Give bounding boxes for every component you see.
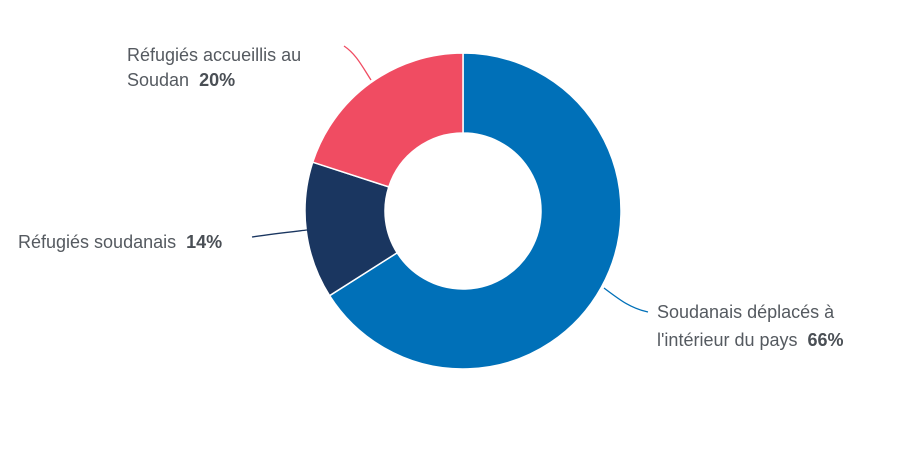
donut-slices (304, 52, 622, 370)
leader-lines (251, 45, 649, 313)
leader-line-1 (251, 229, 308, 238)
slice-label-0: Soudanais déplacés à l'intérieur du pays… (657, 302, 844, 350)
slice-label-2-line-2: Soudan (127, 70, 189, 90)
slice-label-1: Réfugiés soudanais 14% (18, 232, 222, 252)
slice-label-2-line-1: Réfugiés accueillis au (127, 45, 301, 65)
slice-label-2: Réfugiés accueillis au Soudan 20% (127, 45, 306, 90)
donut-slice-2 (311, 52, 464, 188)
leader-line-2 (343, 45, 372, 81)
slice-value-0: 66% (808, 330, 844, 350)
leader-line-0 (603, 287, 649, 313)
slice-label-0-line-1: Soudanais déplacés à (657, 302, 835, 322)
slice-label-1-line-1: Réfugiés soudanais (18, 232, 176, 252)
donut-slice-0 (328, 52, 622, 370)
slice-value-1: 14% (186, 232, 222, 252)
slice-label-0-line-2: l'intérieur du pays (657, 330, 798, 350)
slice-value-2: 20% (199, 70, 235, 90)
